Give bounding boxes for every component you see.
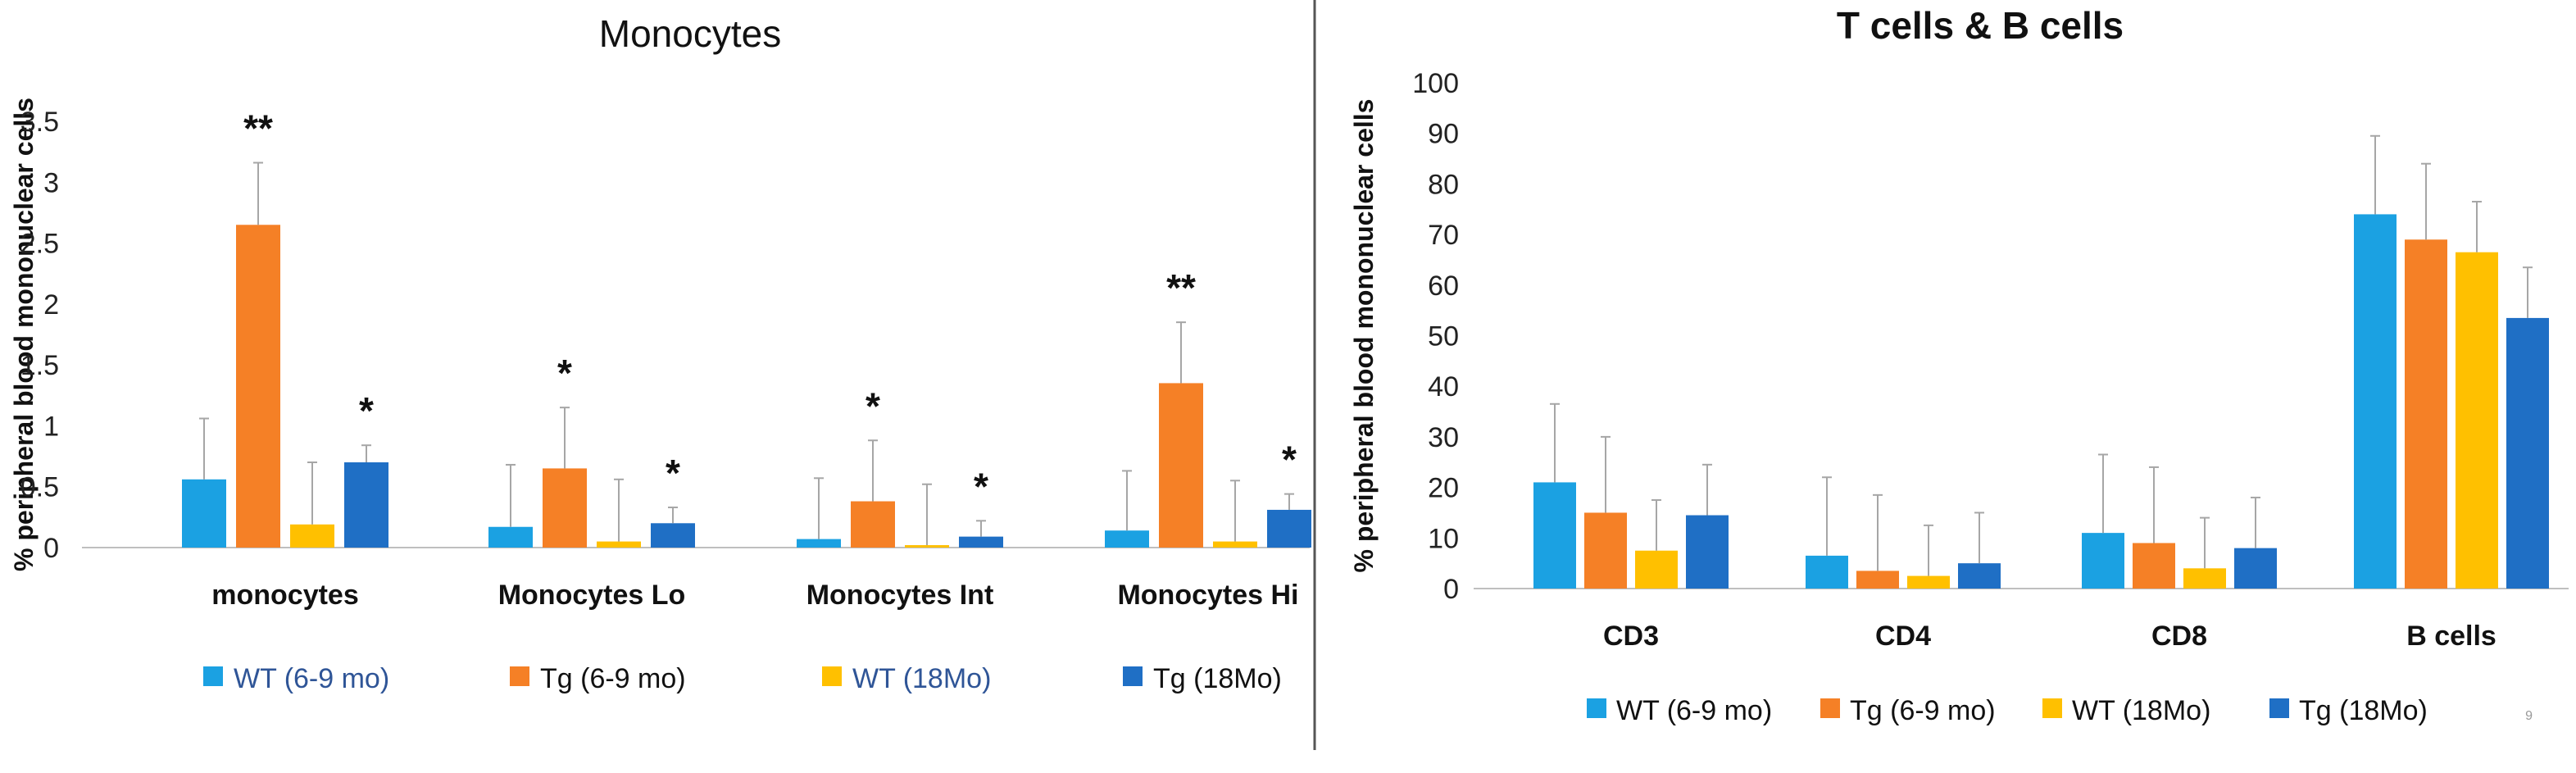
y-tick-label: 60 [1428,271,1459,302]
y-tick-label: 3.5 [20,107,59,138]
bar-wt-6-9-mo-b-cells [2354,214,2397,589]
bar-wt-18mo-cd4 [1907,575,1950,589]
significance-marker: ** [243,107,273,150]
legend-label: Tg (6-9 mo) [540,663,686,694]
y-axis-label: % peripheral blood mononuclear cells [9,98,39,571]
significance-marker: * [974,465,988,507]
bar-wt-6-9-mo-cd3 [1533,482,1576,589]
bar-wt-18mo-monocytes-hi [1213,541,1257,548]
bar-tg-18mo-cd4 [1958,563,2001,589]
bar-tg-18mo-cd3 [1686,515,1729,589]
y-tick-label: 2.5 [20,229,59,260]
page-number: 9 [2525,709,2533,723]
y-tick-label: 40 [1428,371,1459,402]
bar-wt-6-9-mo-monocytes [182,479,226,548]
y-tick-label: 0 [43,533,59,564]
category-label: CD4 [1875,621,1931,652]
category-label: monocytes [211,580,359,611]
bar-tg-6-9-mo-monocytes-int [851,501,895,548]
bar-wt-6-9-mo-cd8 [2082,533,2124,589]
chart-title: Monocytes [599,12,781,55]
bar-wt-6-9-mo-monocytes-lo [488,526,533,548]
y-tick-label: 30 [1428,422,1459,453]
significance-marker: * [865,384,880,427]
y-tick-label: 1 [43,411,59,442]
y-tick-label: 20 [1428,473,1459,504]
significance-marker: * [1282,439,1297,481]
legend-label: Tg (6-9 mo) [1850,695,1996,726]
bar-wt-18mo-cd8 [2183,568,2226,589]
bar-tg-18mo-cd8 [2234,548,2277,589]
bar-tg-6-9-mo-cd3 [1584,512,1627,589]
bar-wt-18mo-monocytes-int [905,545,949,548]
legend-swatch-wt-6-9-mo [203,666,223,686]
bar-wt-6-9-mo-cd4 [1806,555,1848,589]
significance-marker: ** [1166,266,1196,309]
category-label: CD3 [1603,621,1659,652]
monocytes-chart: Monocytes % peripheral blood mononuclear … [9,12,1311,694]
y-tick-label: 50 [1428,321,1459,352]
bar-wt-6-9-mo-monocytes-int [797,539,841,548]
bar-tg-6-9-mo-monocytes [236,225,280,548]
bar-wt-18mo-monocytes-lo [597,541,641,548]
y-tick-label: 100 [1412,68,1459,99]
bar-tg-18mo-b-cells [2506,317,2549,589]
bar-tg-6-9-mo-monocytes-hi [1159,383,1203,548]
legend-swatch-wt-18mo [2042,698,2062,718]
y-tick-label: 2 [43,289,59,321]
t-b-cells-chart: T cells & B cells % peripheral blood mono… [1349,4,2569,726]
category-label: Monocytes Hi [1117,580,1298,611]
y-tick-label: 80 [1428,169,1459,200]
legend-label: Tg (18Mo) [2299,695,2428,726]
legend-label: WT (18Mo) [852,663,991,694]
significance-marker: * [557,352,572,394]
bar-tg-6-9-mo-monocytes-lo [543,468,587,548]
y-tick-label: 70 [1428,220,1459,251]
chart-title: T cells & B cells [1837,4,2124,47]
bar-tg-18mo-monocytes [344,462,388,548]
category-label: Monocytes Int [806,580,994,611]
bar-tg-6-9-mo-cd4 [1856,571,1899,589]
category-label: CD8 [2151,621,2207,652]
bar-tg-18mo-monocytes-lo [651,523,695,548]
bar-tg-18mo-monocytes-int [959,536,1003,548]
bar-wt-6-9-mo-monocytes-hi [1105,530,1149,548]
y-tick-label: 3 [43,167,59,198]
legend-label: WT (6-9 mo) [234,663,389,694]
bar-wt-18mo-monocytes [290,524,334,548]
y-tick-label: 10 [1428,523,1459,554]
legend-swatch-tg-6-9-mo [1820,698,1840,718]
bar-wt-18mo-b-cells [2456,252,2498,589]
significance-marker: * [666,452,680,494]
bar-wt-18mo-cd3 [1635,550,1678,589]
y-axis-label: % peripheral blood mononuclear cells [1349,99,1379,573]
legend-label: WT (18Mo) [2072,695,2210,726]
y-tick-label: 1.5 [20,350,59,381]
legend-label: Tg (18Mo) [1153,663,1282,694]
bar-tg-6-9-mo-b-cells [2405,239,2447,589]
y-tick-label: 0.5 [20,472,59,503]
legend-swatch-tg-18mo [2269,698,2289,718]
bar-tg-18mo-monocytes-hi [1267,509,1311,548]
y-tick-label: 0 [1443,574,1459,605]
legend-swatch-wt-18mo [822,666,842,686]
y-tick-label: 90 [1428,119,1459,150]
significance-marker: * [359,389,374,432]
legend-swatch-wt-6-9-mo [1587,698,1606,718]
category-label: Monocytes Lo [498,580,686,611]
bar-tg-6-9-mo-cd8 [2133,543,2175,589]
legend-swatch-tg-6-9-mo [510,666,529,686]
legend-label: WT (6-9 mo) [1616,695,1772,726]
legend-swatch-tg-18mo [1123,666,1143,686]
category-label: B cells [2406,621,2496,652]
